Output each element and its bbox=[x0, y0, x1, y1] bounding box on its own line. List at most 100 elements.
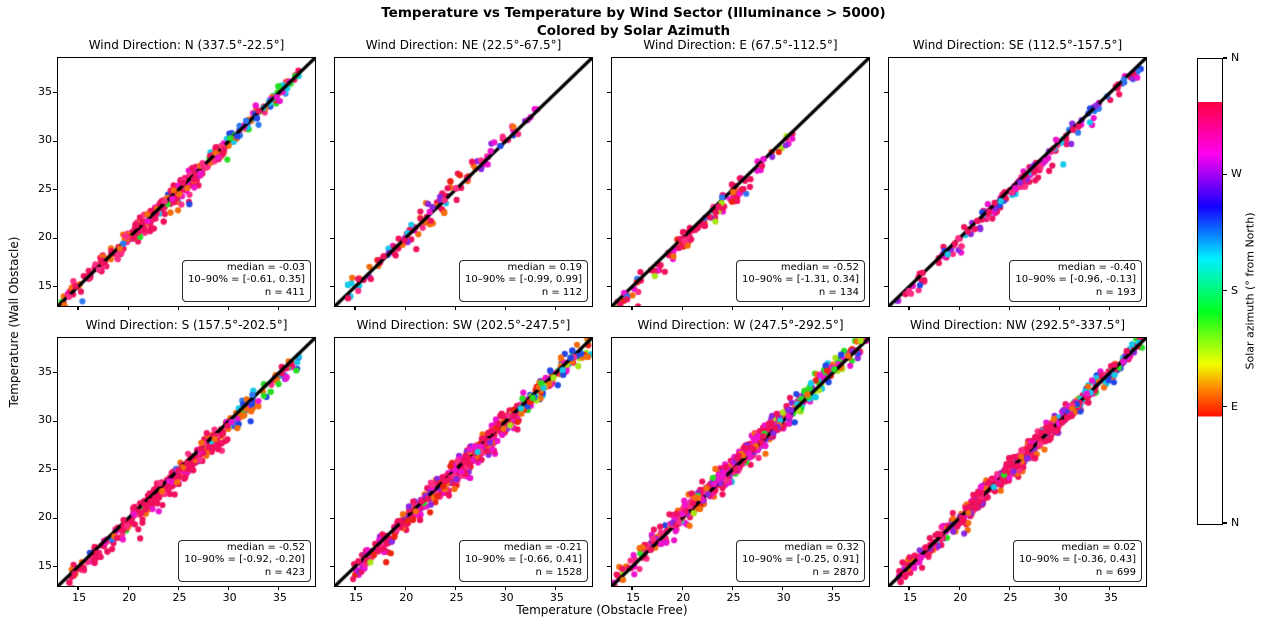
x-tick-mark bbox=[1109, 586, 1111, 590]
y-tick-mark bbox=[53, 237, 57, 239]
x-tick-label: 35 bbox=[826, 591, 841, 604]
subplot-title-w: Wind Direction: W (247.5°-292.5°] bbox=[637, 318, 844, 332]
y-tick-label: 20 bbox=[38, 510, 52, 524]
stats-box-ne: median = 0.19 10–90% = [-0.99, 0.99] n = 1… bbox=[459, 259, 588, 302]
stats-line-median: median = -0.52 bbox=[780, 261, 859, 273]
y-tick-mark bbox=[607, 566, 611, 568]
stats-line-n: n = 193 bbox=[1095, 286, 1136, 298]
y-tick-mark bbox=[330, 237, 334, 239]
y-tick-mark bbox=[330, 469, 334, 471]
stats-line-n: n = 423 bbox=[264, 566, 305, 578]
x-tick-mark bbox=[681, 586, 683, 590]
x-tick-label: 35 bbox=[272, 591, 287, 604]
x-tick-mark bbox=[832, 306, 834, 310]
y-tick-mark bbox=[607, 517, 611, 519]
y-axis-label: Temperature (Wall Obstacle) bbox=[7, 236, 21, 408]
stats-line-n: n = 134 bbox=[818, 286, 859, 298]
x-tick-mark bbox=[731, 586, 734, 590]
x-tick-label: 20 bbox=[122, 591, 137, 604]
x-tick-label: 20 bbox=[953, 591, 968, 604]
x-tick-mark bbox=[782, 306, 784, 310]
x-tick-mark bbox=[731, 306, 734, 310]
y-tick-mark bbox=[884, 92, 888, 94]
y-tick-mark bbox=[330, 517, 334, 519]
x-tick-mark bbox=[77, 306, 79, 310]
x-tick-label: 35 bbox=[1103, 591, 1118, 604]
y-tick-mark bbox=[607, 92, 611, 94]
x-tick-label: 30 bbox=[1053, 591, 1068, 604]
x-tick-label: 25 bbox=[1003, 591, 1018, 604]
x-tick-mark bbox=[908, 586, 910, 590]
subplot-title-ne: Wind Direction: NE (22.5°-67.5°] bbox=[365, 38, 562, 52]
stats-line-median: median = -0.52 bbox=[226, 541, 305, 553]
x-tick-mark bbox=[1008, 586, 1011, 590]
subplot-n: 15 20 25 30 35 median = -0.03 10–90% = [-0.61,… bbox=[38, 57, 316, 310]
x-tick-mark bbox=[958, 586, 960, 590]
y-tick-mark bbox=[53, 372, 57, 374]
y-tick-mark bbox=[330, 140, 334, 142]
x-tick-label: 25 bbox=[449, 591, 464, 604]
x-tick-label: 15 bbox=[349, 591, 364, 604]
x-tick-mark bbox=[127, 306, 129, 310]
subplot-s: 15 15 20 20 25 25 30 30 35 35 median = -0.52 10–90%… bbox=[38, 337, 316, 604]
x-tick-mark bbox=[681, 306, 683, 310]
stats-line-range: 10–90% = [-0.66, 0.41] bbox=[465, 554, 582, 565]
x-tick-mark bbox=[228, 306, 230, 310]
stats-line-range: 10–90% = [-1.31, 0.34] bbox=[742, 274, 859, 285]
x-tick-mark bbox=[454, 586, 457, 590]
y-tick-mark bbox=[330, 92, 334, 94]
subplot-title-sw: Wind Direction: SW (202.5°-247.5°] bbox=[356, 318, 571, 332]
y-tick-mark bbox=[53, 189, 57, 191]
y-tick-mark bbox=[53, 469, 57, 471]
stats-line-range: 10–90% = [-0.92, -0.20] bbox=[184, 554, 305, 565]
x-tick-label: 25 bbox=[172, 591, 187, 604]
stats-line-n: n = 411 bbox=[264, 286, 305, 298]
colorbar-tick-label: N bbox=[1231, 51, 1240, 64]
stats-box-s: median = -0.52 10–90% = [-0.92, -0.20] n =… bbox=[178, 539, 311, 582]
y-tick-mark bbox=[53, 566, 57, 568]
x-tick-mark bbox=[505, 586, 507, 590]
stats-line-n: n = 1528 bbox=[535, 566, 582, 578]
y-tick-label: 20 bbox=[38, 230, 52, 244]
x-tick-mark bbox=[832, 586, 834, 590]
x-tick-label: 25 bbox=[726, 591, 741, 604]
x-tick-mark bbox=[77, 586, 79, 590]
subplot-sw: 15 20 25 30 35 median = -0.21 10–90% = [-0.66,… bbox=[330, 337, 593, 604]
x-tick-mark bbox=[404, 586, 406, 590]
stats-line-median: median = -0.21 bbox=[503, 541, 582, 553]
x-tick-mark bbox=[177, 306, 180, 310]
x-tick-mark bbox=[354, 586, 356, 590]
stats-line-median: median = 0.32 bbox=[784, 541, 860, 553]
subplot-title-se: Wind Direction: SE (112.5°-157.5°] bbox=[912, 38, 1123, 52]
stats-box-sw: median = -0.21 10–90% = [-0.66, 0.41] n = … bbox=[459, 539, 588, 582]
y-tick-mark bbox=[330, 372, 334, 374]
stats-line-median: median = -0.03 bbox=[226, 261, 305, 273]
subplot-title-e: Wind Direction: E (67.5°-112.5°] bbox=[643, 38, 838, 52]
figure-title-line1: Temperature vs Temperature by Wind Secto… bbox=[381, 5, 886, 21]
subplot-title-nw: Wind Direction: NW (292.5°-337.5°] bbox=[909, 318, 1126, 332]
x-tick-label: 20 bbox=[676, 591, 691, 604]
y-tick-mark bbox=[607, 420, 611, 422]
colorbar-tick-mark bbox=[1223, 173, 1227, 175]
subplot-se: median = -0.40 10–90% = [-0.96, -0.13] n =… bbox=[884, 57, 1147, 310]
colorbar-tick-mark bbox=[1223, 522, 1227, 524]
stats-box-nw: median = 0.02 10–90% = [-0.36, 0.43] n = 6… bbox=[1013, 539, 1142, 582]
x-tick-label: 35 bbox=[549, 591, 564, 604]
x-tick-label: 30 bbox=[499, 591, 514, 604]
y-tick-label: 30 bbox=[38, 413, 52, 427]
colorbar-tick-mark bbox=[1223, 289, 1227, 292]
y-tick-mark bbox=[330, 420, 334, 422]
colorbar-tick-label: E bbox=[1231, 399, 1238, 413]
subplot-nw: 15 20 25 30 35 median = 0.02 10–90% = [-0.36, … bbox=[884, 337, 1147, 604]
x-tick-mark bbox=[958, 306, 960, 310]
y-tick-mark bbox=[607, 140, 611, 142]
y-tick-mark bbox=[884, 517, 888, 519]
y-tick-mark bbox=[884, 420, 888, 422]
y-tick-mark bbox=[330, 286, 334, 288]
colorbar-tick-label: S bbox=[1231, 283, 1238, 297]
x-tick-label: 15 bbox=[903, 591, 918, 604]
subplot-e: median = -0.52 10–90% = [-1.31, 0.34] n = … bbox=[607, 57, 870, 310]
x-tick-mark bbox=[454, 306, 457, 310]
x-tick-mark bbox=[631, 306, 633, 310]
subplot-title-s: Wind Direction: S (157.5°-202.5°] bbox=[85, 318, 288, 332]
